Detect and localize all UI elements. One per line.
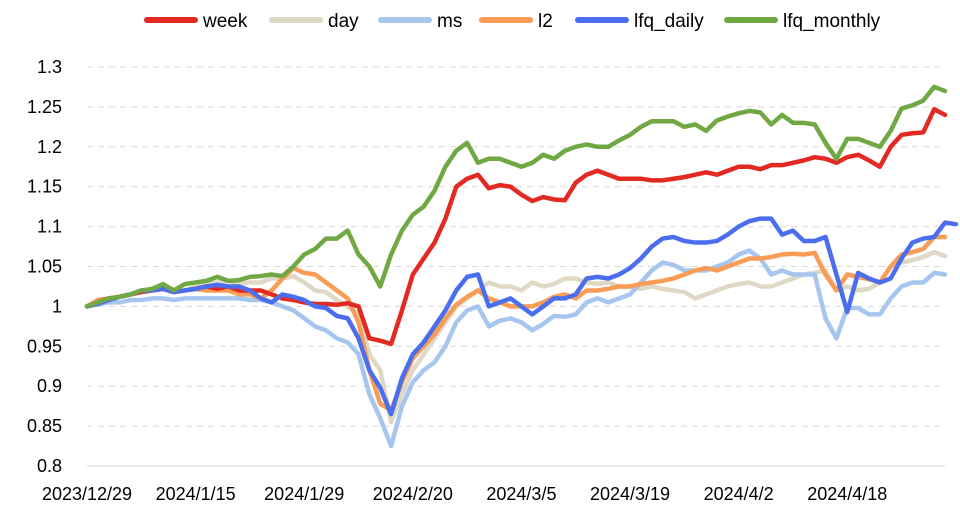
x-tick-label: 2024/1/15 <box>156 484 236 504</box>
x-axis-ticks: 2023/12/29 2024/1/15 2024/1/29 2024/2/20 202… <box>42 484 887 504</box>
y-tick-label: 0.8 <box>37 456 62 476</box>
y-tick-label: 0.85 <box>27 416 62 436</box>
y-tick-label: 0.95 <box>27 336 62 356</box>
y-tick-label: 1.05 <box>27 257 62 277</box>
x-tick-label: 2023/12/29 <box>42 484 132 504</box>
x-tick-label: 2024/1/29 <box>264 484 344 504</box>
x-tick-label: 2024/4/18 <box>807 484 887 504</box>
legend-label-l2: l2 <box>538 11 553 32</box>
x-tick-label: 2024/3/19 <box>590 484 670 504</box>
x-tick-label: 2024/4/2 <box>704 484 774 504</box>
y-tick-label: 1.2 <box>37 137 62 157</box>
legend-label-ms: ms <box>437 11 462 32</box>
series-line-ms <box>84 248 948 449</box>
legend-label-day: day <box>328 11 359 32</box>
y-tick-label: 0.9 <box>37 376 62 396</box>
x-tick-label: 2024/2/20 <box>373 484 453 504</box>
series-line-l2 <box>84 234 948 413</box>
y-tick-label: 1.15 <box>27 177 62 197</box>
series-line-lfq-daily <box>84 216 959 417</box>
y-tick-label: 1.25 <box>27 97 62 117</box>
series-lines <box>84 84 959 449</box>
y-tick-label: 1 <box>52 296 62 316</box>
y-axis-ticks: 0.8 0.85 0.9 0.95 1 1.05 1.1 1.15 1.2 1.25 1.3 <box>27 57 62 476</box>
y-tick-label: 1.1 <box>37 217 62 237</box>
x-tick-label: 2024/3/5 <box>486 484 556 504</box>
series-line-lfq-monthly <box>84 84 948 309</box>
legend-label-week: week <box>202 11 248 32</box>
legend-label-lfq-monthly: lfq_monthly <box>783 11 881 32</box>
legend: week day ms l2 lfq_daily lfq_monthly <box>144 11 881 32</box>
legend-label-lfq-daily: lfq_daily <box>634 11 704 32</box>
y-tick-label: 1.3 <box>37 57 62 77</box>
